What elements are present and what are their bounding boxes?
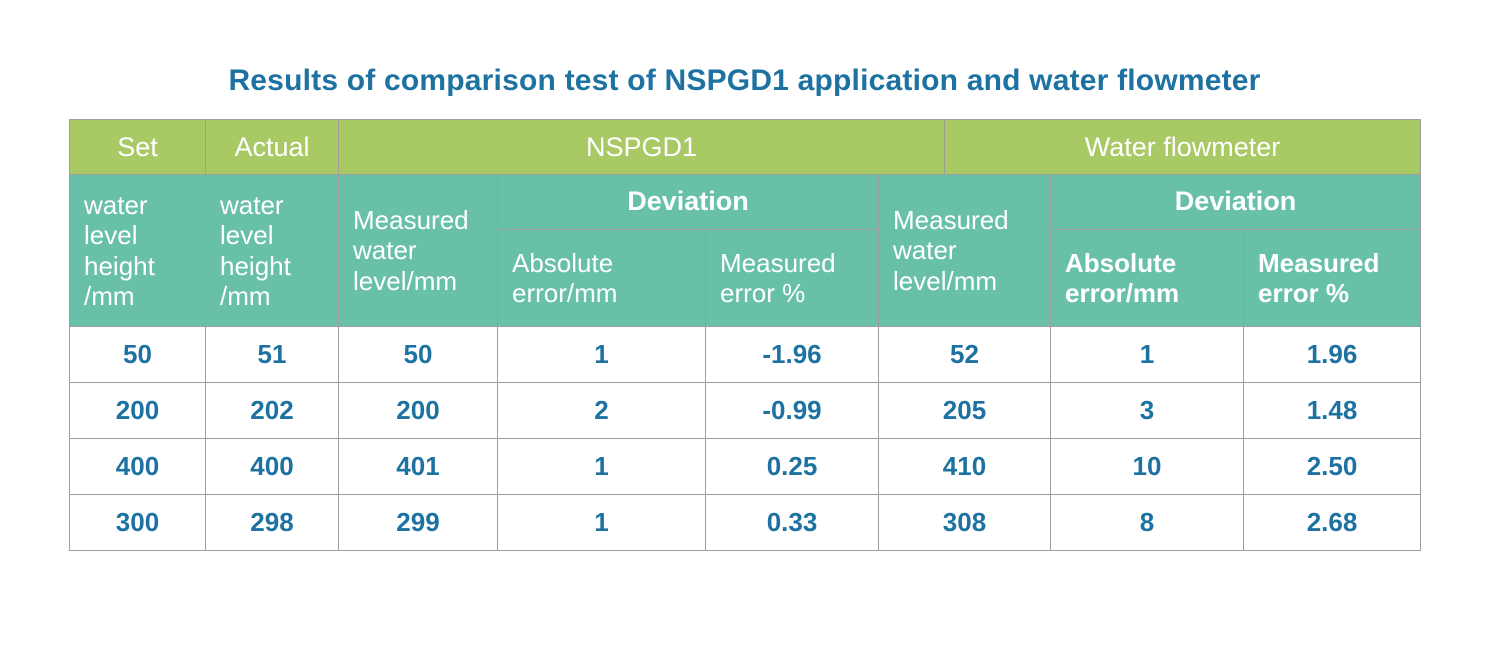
table-cell: 2.50 bbox=[1244, 439, 1420, 494]
subheader-nspgd1-measured-error: Measured error % bbox=[706, 230, 878, 326]
table-cell: 1 bbox=[498, 439, 705, 494]
subheader-flowmeter-measured-water-level: Measured water level/mm bbox=[879, 175, 1050, 326]
sub-header-rows: water level height /mm water level heigh… bbox=[70, 175, 1420, 326]
table-cell: 299 bbox=[339, 495, 497, 550]
subheader-nspgd1-measured-water-level: Measured water level/mm bbox=[339, 175, 497, 326]
group-header-nspgd1: NSPGD1 bbox=[339, 120, 944, 174]
table-cell: 2 bbox=[498, 383, 705, 438]
table-cell: 50 bbox=[339, 327, 497, 382]
results-table: Set Actual NSPGD1 Water flowmeter water … bbox=[69, 119, 1421, 551]
table-cell: 2.68 bbox=[1244, 495, 1420, 550]
table-cell: 205 bbox=[879, 383, 1050, 438]
table-cell: 410 bbox=[879, 439, 1050, 494]
table-cell: 202 bbox=[206, 383, 338, 438]
group-header-water-flowmeter: Water flowmeter bbox=[945, 120, 1420, 174]
table-cell: 1.96 bbox=[1244, 327, 1420, 382]
table-cell: 0.33 bbox=[706, 495, 878, 550]
table-cell: 1 bbox=[498, 495, 705, 550]
table-cell: 51 bbox=[206, 327, 338, 382]
page-title: Results of comparison test of NSPGD1 app… bbox=[228, 64, 1261, 97]
subheader-flowmeter-deviation: Deviation bbox=[1051, 175, 1420, 229]
table-cell: 52 bbox=[879, 327, 1050, 382]
group-header-actual: Actual bbox=[206, 120, 338, 174]
table-cell: 0.25 bbox=[706, 439, 878, 494]
table-cell: 10 bbox=[1051, 439, 1243, 494]
table-cell: 300 bbox=[70, 495, 205, 550]
table-cell: 8 bbox=[1051, 495, 1243, 550]
subheader-actual-water-level: water level height /mm bbox=[206, 175, 338, 326]
group-header-row: Set Actual NSPGD1 Water flowmeter bbox=[70, 120, 1420, 174]
subheader-set-water-level: water level height /mm bbox=[70, 175, 205, 326]
table-cell: -1.96 bbox=[706, 327, 878, 382]
table-cell: 1.48 bbox=[1244, 383, 1420, 438]
table-cell: 308 bbox=[879, 495, 1050, 550]
data-rows: 50 51 50 1 -1.96 52 1 1.96 200 202 200 2… bbox=[70, 327, 1420, 550]
group-header-set: Set bbox=[70, 120, 205, 174]
table-cell: 1 bbox=[1051, 327, 1243, 382]
table-cell: 200 bbox=[70, 383, 205, 438]
subheader-flowmeter-measured-error: Measured error % bbox=[1244, 230, 1420, 326]
table-cell: 50 bbox=[70, 327, 205, 382]
table-cell: 298 bbox=[206, 495, 338, 550]
table-cell: 3 bbox=[1051, 383, 1243, 438]
table-cell: 200 bbox=[339, 383, 497, 438]
subheader-nspgd1-absolute-error: Absolute error/mm bbox=[498, 230, 705, 326]
subheader-flowmeter-absolute-error: Absolute error/mm bbox=[1051, 230, 1243, 326]
table-cell: 400 bbox=[206, 439, 338, 494]
table-cell: -0.99 bbox=[706, 383, 878, 438]
subheader-nspgd1-deviation: Deviation bbox=[498, 175, 878, 229]
table-cell: 1 bbox=[498, 327, 705, 382]
table-cell: 401 bbox=[339, 439, 497, 494]
table-cell: 400 bbox=[70, 439, 205, 494]
